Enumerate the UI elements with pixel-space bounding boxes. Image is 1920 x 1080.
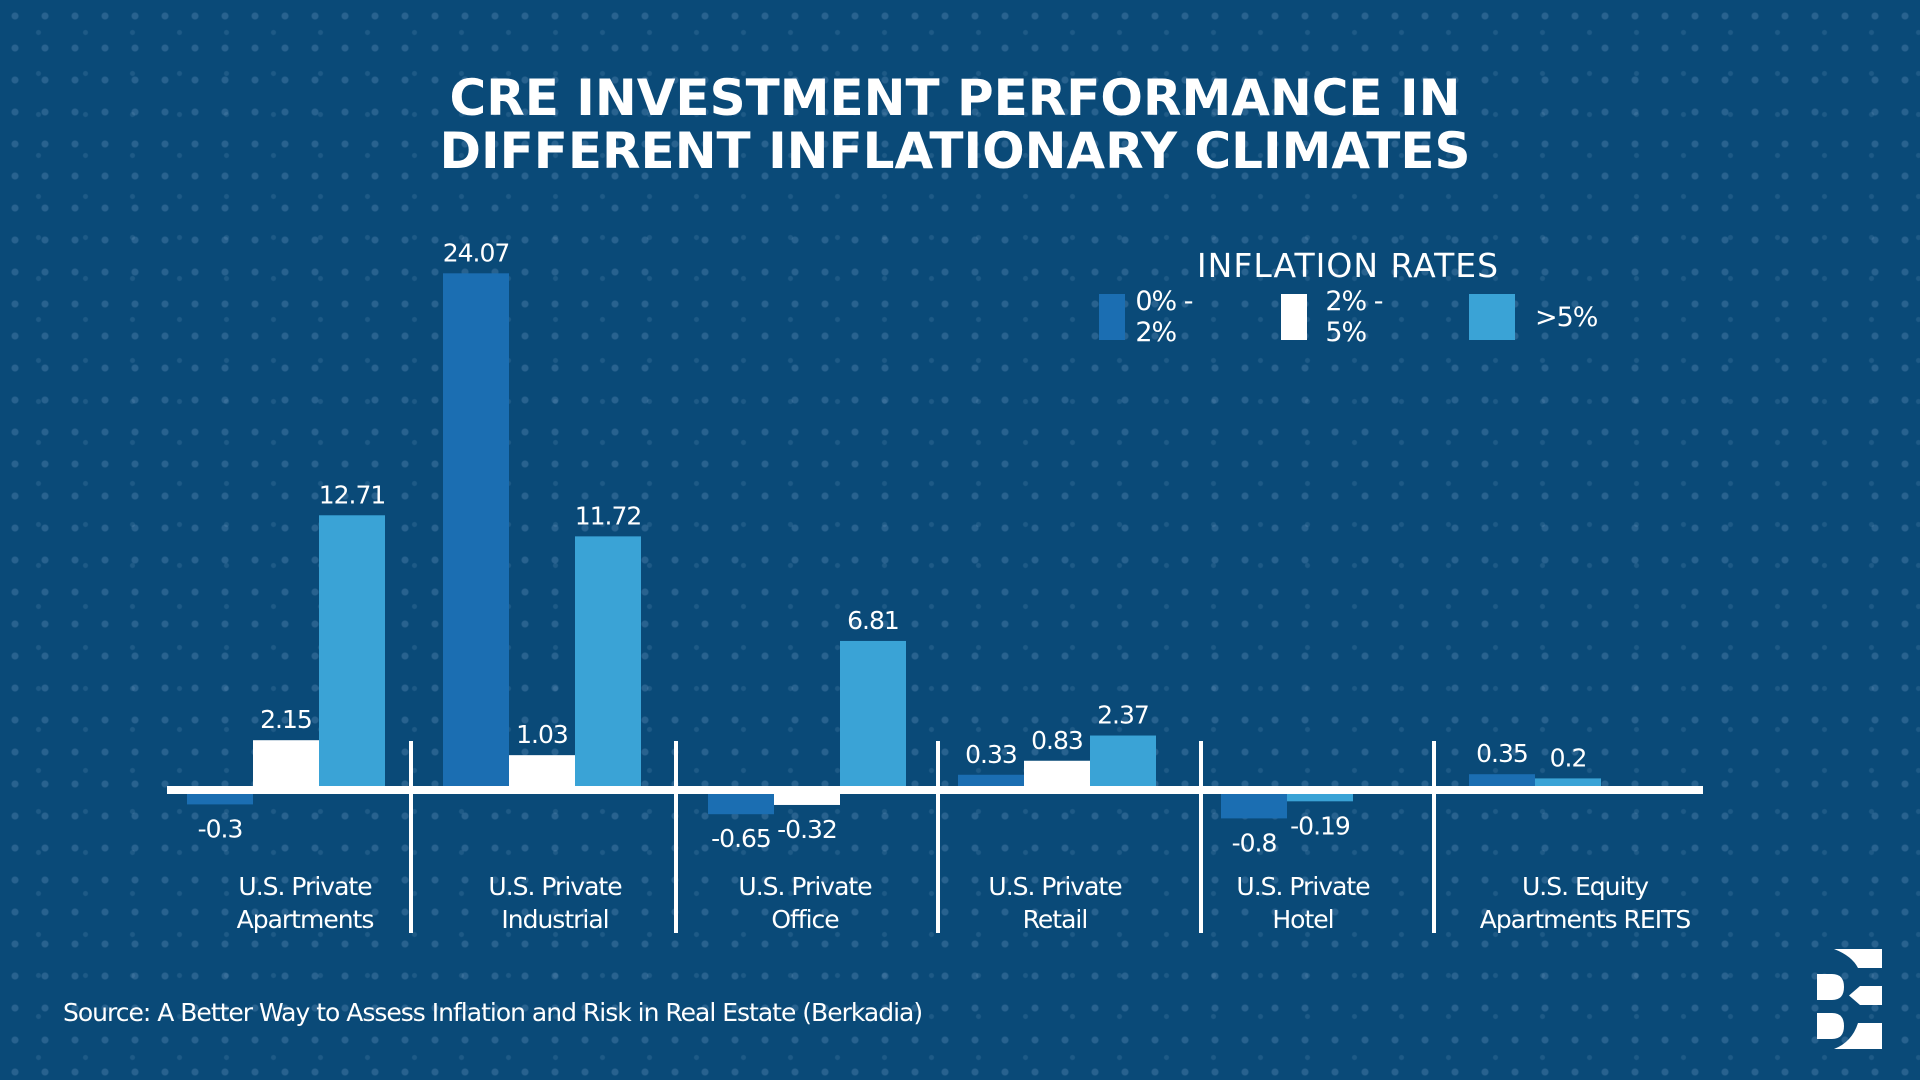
data-label-u-s-private-industrial-0-2: 24.07 (443, 238, 510, 267)
data-label-u-s-equity-apartments-reits-0-2: 0.35 (1476, 739, 1528, 768)
bar-u-s-private-hotel-5 (1287, 794, 1353, 802)
legend-item-0-2: 0% - 2% (1099, 286, 1196, 348)
chart-title: CRE INVESTMENT PERFORMANCE IN DIFFERENT … (0, 72, 1910, 178)
data-label-u-s-private-retail-2-5: 0.83 (1031, 726, 1083, 755)
category-label-u-s-equity-apartments-reits: U.S. Equity (1522, 872, 1649, 901)
legend-item-gt5: >5% (1469, 294, 1598, 340)
data-label-u-s-private-office-0-2: -0.65 (711, 824, 771, 853)
bar-u-s-private-industrial-2-5 (509, 755, 575, 786)
berkadia-logo-icon (1817, 949, 1882, 1049)
x-axis-baseline (167, 786, 1703, 794)
category-label-u-s-equity-apartments-reits: Apartments REITS (1480, 905, 1691, 934)
category-label-u-s-private-office: U.S. Private (738, 872, 872, 901)
bar-u-s-private-apartments-2-5 (253, 740, 319, 786)
category-divider (1432, 741, 1436, 933)
category-label-u-s-private-hotel: U.S. Private (1236, 872, 1370, 901)
data-label-u-s-private-apartments-0-2: -0.3 (198, 814, 243, 843)
legend-swatch-gt5 (1469, 294, 1515, 340)
data-label-u-s-private-apartments-2-5: 2.15 (260, 705, 312, 734)
legend-swatch-0-2 (1099, 294, 1126, 340)
bar-u-s-private-office-0-2 (708, 794, 774, 815)
data-label-u-s-private-retail-0-2: 0.33 (965, 740, 1017, 769)
legend-swatch-2-5 (1281, 294, 1308, 340)
source-note: Source: A Better Way to Assess Inflation… (63, 998, 923, 1027)
legend-label-gt5: >5% (1535, 301, 1598, 333)
bar-u-s-private-office-5 (840, 640, 906, 786)
category-divider (936, 741, 940, 933)
bar-u-s-private-apartments-0-2 (187, 794, 253, 805)
category-label-u-s-private-hotel: Hotel (1272, 905, 1333, 934)
data-label-u-s-private-industrial-5: 11.72 (575, 501, 642, 530)
legend-label-0-2: 0% - 2% (1135, 286, 1193, 348)
data-label-u-s-private-hotel-5: -0.19 (1290, 811, 1350, 840)
category-divider (409, 741, 413, 933)
data-label-u-s-equity-apartments-reits-5: 0.2 (1550, 743, 1587, 772)
data-label-u-s-private-retail-5: 2.37 (1097, 701, 1149, 730)
legend-item-2-5: 2% - 5% (1281, 286, 1386, 348)
category-divider (674, 741, 678, 933)
data-label-u-s-private-hotel-0-2: -0.8 (1232, 828, 1277, 857)
category-label-u-s-private-industrial: U.S. Private (488, 872, 622, 901)
category-label-u-s-private-apartments: Apartments (237, 905, 374, 934)
bar-u-s-private-office-2-5 (774, 794, 840, 805)
bar-u-s-equity-apartments-reits-0-2 (1469, 774, 1535, 786)
bar-u-s-private-industrial-5 (575, 536, 641, 786)
category-label-u-s-private-retail: U.S. Private (988, 872, 1122, 901)
bar-u-s-equity-apartments-reits-5 (1535, 778, 1601, 786)
bar-u-s-private-retail-2-5 (1024, 760, 1090, 786)
bar-u-s-private-hotel-0-2 (1221, 794, 1287, 819)
bar-u-s-private-industrial-0-2 (443, 273, 509, 787)
data-label-u-s-private-industrial-2-5: 1.03 (516, 720, 568, 749)
category-label-u-s-private-industrial: Industrial (501, 905, 608, 934)
legend-label-2-5: 2% - 5% (1325, 286, 1383, 348)
data-label-u-s-private-office-5: 6.81 (847, 606, 899, 635)
legend-title: INFLATION RATES (1196, 246, 1500, 285)
chart-title-line-2: DIFFERENT INFLATIONARY CLIMATES (439, 122, 1471, 180)
chart-title-line-1: CRE INVESTMENT PERFORMANCE IN (449, 69, 1461, 127)
category-label-u-s-private-retail: Retail (1023, 905, 1088, 934)
category-label-u-s-private-apartments: U.S. Private (238, 872, 372, 901)
bar-u-s-private-retail-0-2 (958, 774, 1024, 786)
bar-u-s-private-apartments-5 (319, 515, 385, 786)
data-label-u-s-private-apartments-5: 12.71 (319, 480, 386, 509)
bar-u-s-private-retail-5 (1090, 735, 1156, 786)
category-divider (1199, 741, 1203, 933)
category-label-u-s-private-office: Office (771, 905, 839, 934)
data-label-u-s-private-office-2-5: -0.32 (777, 815, 837, 844)
